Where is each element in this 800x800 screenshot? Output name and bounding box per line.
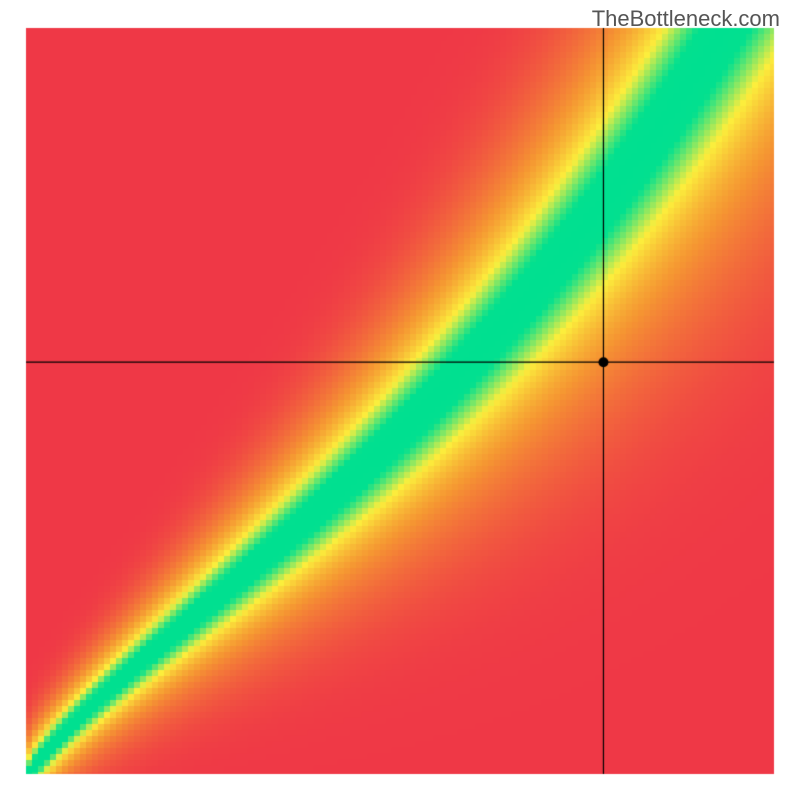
chart-container: TheBottleneck.com <box>0 0 800 800</box>
bottleneck-heatmap <box>0 0 800 800</box>
watermark-text: TheBottleneck.com <box>592 6 780 32</box>
